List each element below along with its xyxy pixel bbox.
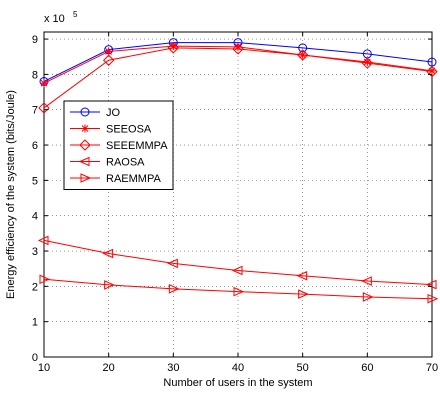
x-tick-label: 70 [426,362,438,374]
series-raemmpa [39,274,439,304]
legend-entry-jo: JO [70,107,121,119]
y-multiplier-label: x 10 [44,13,65,25]
data-point-seeemmpa [361,57,374,69]
series-seeemmpa [38,42,438,114]
data-point-seeosa [104,47,113,56]
legend-label: RAOSA [106,157,145,169]
x-tick-label: 20 [103,362,115,374]
data-point-seeemmpa [232,43,244,55]
data-point-seeemmpa [426,65,438,78]
legend-marker [78,156,90,167]
y-tick-label: 3 [32,246,38,258]
legend-entry-seeemmpa: SEEEMMPA [70,139,168,152]
x-axis: 10 20 30 40 50 60 70 [38,32,438,374]
y-axis-title: Energy efficiency of the system (bits/Jo… [5,90,17,299]
y-multiplier-exponent: 5 [73,10,78,19]
legend-label: SEEEMMPA [106,140,168,152]
legend-entry-raemmpa: RAEMMPA [70,173,161,185]
series-layer [37,38,439,304]
y-tick-label: 6 [32,140,38,152]
data-point-raosa [231,265,243,276]
data-point-raosa [296,270,308,281]
x-tick-label: 10 [38,362,50,374]
x-tick-label: 40 [232,362,244,374]
data-point-seeemmpa [38,102,50,114]
legend-label: RAEMMPA [106,173,161,185]
series-line-raemmpa [43,278,433,300]
x-tick-label: 60 [361,362,373,374]
y-tick-label: 8 [32,69,38,81]
y-axis: 0 1 2 3 4 5 6 7 8 9 [32,34,432,364]
series-line-raosa [43,239,433,286]
data-point-seeosa [40,79,48,88]
data-point-seeosa [169,42,178,51]
legend-marker [80,107,90,117]
legend: JO SEEOSA SEEEMMPA RAOSA RAEMMPA [63,100,174,190]
y-tick-label: 9 [32,34,38,46]
data-point-raemmpa [427,293,439,304]
data-point-raemmpa [168,284,180,294]
data-point-raemmpa [104,280,115,290]
data-point-raemmpa [233,286,245,297]
legend-label: JO [106,107,121,119]
data-point-raemmpa [298,289,309,299]
data-point-seeemmpa [296,49,309,61]
data-point-raosa [102,248,114,259]
data-point-seeemmpa [167,42,180,54]
x-axis-title: Number of users in the system [163,377,312,389]
legend-marker [80,173,92,183]
y-tick-label: 7 [32,105,38,117]
y-tick-label: 1 [32,317,38,329]
legend-marker [79,139,91,151]
legend-entry-raosa: RAOSA [70,157,145,169]
data-point-seeemmpa [102,54,115,66]
y-tick-label: 2 [32,281,38,293]
data-point-seeosa [234,42,242,51]
data-point-seeosa [428,66,436,75]
y-tick-label: 5 [32,175,38,187]
data-point-raemmpa [39,274,51,285]
data-point-raemmpa [362,292,374,302]
data-point-raosa [167,258,178,269]
legend-entry-seeosa: SEEOSA [70,124,152,136]
legend-marker [81,124,89,133]
data-point-raosa [361,276,372,286]
data-point-raosa [37,235,49,246]
x-tick-label: 30 [167,362,179,374]
y-tick-label: 4 [32,211,38,223]
y-tick-label: 0 [32,352,38,364]
legend-label: SEEOSA [106,124,152,136]
data-point-seeosa [363,58,372,67]
x-tick-label: 50 [297,362,309,374]
series-line-seeemmpa [43,47,433,109]
